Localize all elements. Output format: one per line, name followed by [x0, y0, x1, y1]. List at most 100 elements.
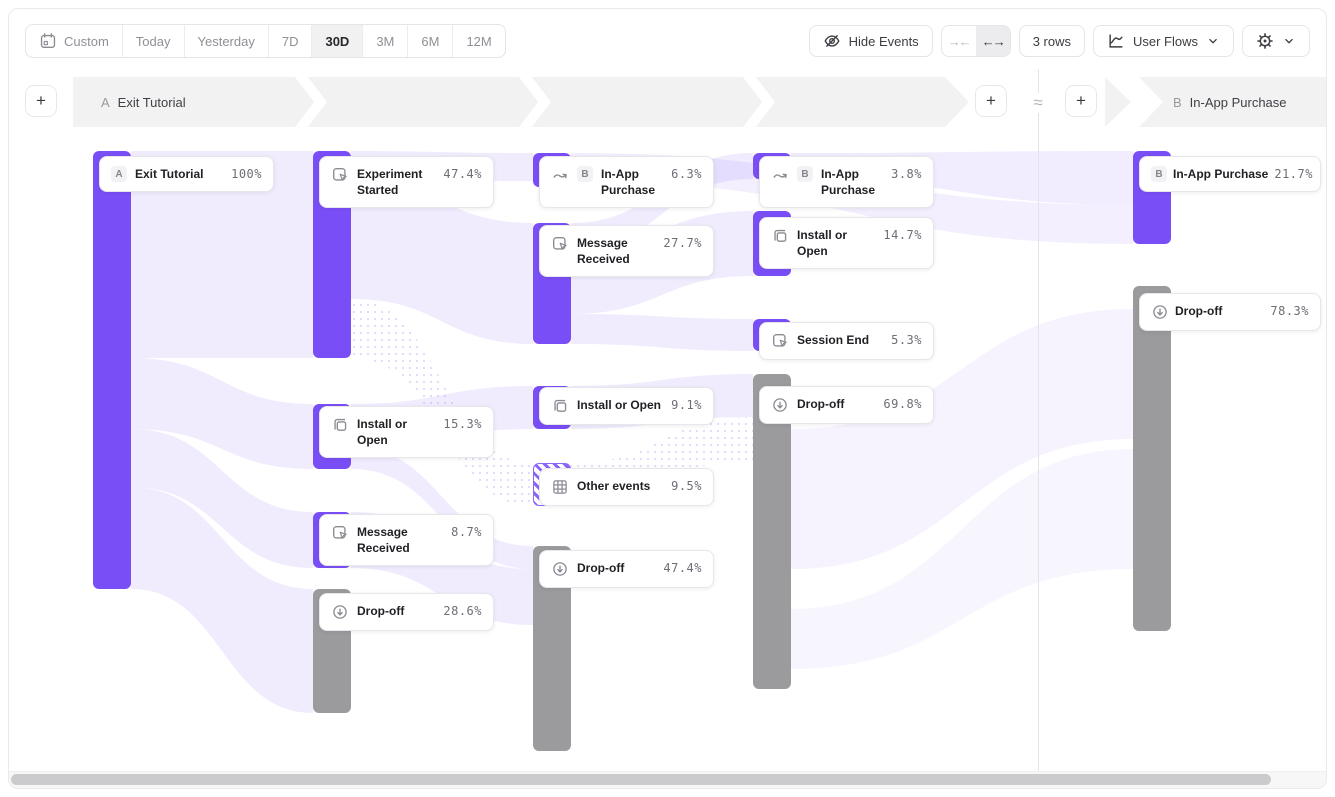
node-install-or-open-s4[interactable]: Install or Open 14.7%	[759, 217, 934, 269]
node-value: 8.7%	[451, 525, 482, 539]
copy-icon	[551, 397, 569, 415]
node-value: 3.8%	[891, 167, 922, 181]
date-range-custom[interactable]: Custom	[26, 25, 123, 57]
node-label: In-App Purchase	[1173, 167, 1269, 181]
node-value: 78.3%	[1270, 304, 1309, 318]
drop-off-icon	[551, 560, 569, 578]
node-message-received-s3[interactable]: Message Received 27.7%	[539, 225, 714, 277]
date-range-picker: Custom Today Yesterday 7D 30D 3M 6M 12M	[25, 24, 506, 58]
gear-icon	[1256, 32, 1274, 50]
add-step-button-mid[interactable]: +	[975, 85, 1007, 117]
eye-off-icon	[823, 32, 841, 50]
jump-arrow-icon	[551, 166, 569, 184]
node-value: 14.7%	[883, 228, 922, 242]
copy-icon	[331, 416, 349, 434]
date-range-6m[interactable]: 6M	[408, 25, 454, 57]
node-value: 15.3%	[443, 417, 482, 431]
bar-exit-tutorial[interactable]	[93, 151, 131, 589]
bar-drop-off-b[interactable]	[1133, 286, 1171, 631]
node-drop-off-s3[interactable]: Drop-off 47.4%	[539, 550, 714, 588]
flow-a-title: Exit Tutorial	[117, 94, 186, 110]
add-step-button-right[interactable]: +	[1065, 85, 1097, 117]
node-value: 9.1%	[671, 398, 702, 412]
cursor-click-icon	[771, 332, 789, 350]
date-range-12m[interactable]: 12M	[466, 33, 492, 49]
node-value: 100%	[231, 167, 262, 181]
node-message-received-s2[interactable]: Message Received 8.7%	[319, 514, 494, 566]
chevron-down-icon	[1282, 34, 1296, 48]
rows-button[interactable]: 3 rows	[1018, 25, 1085, 57]
node-value: 21.7%	[1274, 167, 1313, 181]
bar-drop-off-s4[interactable]	[753, 374, 791, 689]
node-value: 47.4%	[663, 561, 702, 575]
horizontal-scrollbar-thumb[interactable]	[11, 774, 1271, 785]
date-range-7d[interactable]: 7D	[269, 25, 313, 57]
view-selector-button[interactable]: User Flows	[1092, 25, 1234, 57]
node-other-events-s3[interactable]: Other events 9.5%	[539, 468, 714, 506]
node-label: Message Received	[357, 525, 410, 555]
copy-icon	[771, 227, 789, 245]
node-label: Drop-off	[797, 397, 845, 411]
node-install-or-open-s2[interactable]: Install or Open 15.3%	[319, 406, 494, 458]
series-b-badge: B	[1151, 166, 1167, 182]
node-drop-off-b[interactable]: Drop-off 78.3%	[1139, 293, 1321, 331]
node-drop-off-s2[interactable]: Drop-off 28.6%	[319, 593, 494, 631]
node-in-app-purchase-s4[interactable]: B In-App Purchase 3.8%	[759, 156, 934, 208]
node-label: In-App Purchase	[821, 167, 876, 197]
hide-events-button[interactable]: Hide Events	[808, 25, 933, 57]
chevron-down-icon	[1206, 34, 1220, 48]
flow-a-header-band: A Exit Tutorial	[73, 77, 969, 127]
cursor-click-icon	[331, 524, 349, 542]
horizontal-scrollbar-track	[9, 771, 1326, 788]
node-experiment-started[interactable]: Experiment Started 47.4%	[319, 156, 494, 208]
node-label: Experiment Started	[357, 167, 423, 197]
toolbar: Custom Today Yesterday 7D 30D 3M 6M 12M …	[25, 24, 1310, 58]
jump-arrow-icon	[771, 166, 789, 184]
add-step-button-left[interactable]: +	[25, 85, 57, 117]
flow-b-letter: B	[1173, 94, 1182, 110]
date-range-today[interactable]: Today	[123, 25, 185, 57]
chart-card: Custom Today Yesterday 7D 30D 3M 6M 12M …	[8, 8, 1327, 789]
node-label: Session End	[797, 333, 870, 347]
drop-off-icon	[331, 603, 349, 621]
step-chevron	[743, 77, 775, 127]
flows-chart-icon	[1107, 32, 1125, 50]
arrows-collapse-icon: →←	[947, 33, 972, 49]
node-exit-tutorial[interactable]: A Exit Tutorial 100%	[99, 156, 274, 192]
toolbar-right: Hide Events →← ←→ 3 rows User Flows	[808, 25, 1310, 57]
node-label: Install or Open	[797, 228, 848, 258]
date-range-yesterday[interactable]: Yesterday	[185, 25, 269, 57]
node-value: 5.3%	[891, 333, 922, 347]
collapse-columns-button[interactable]: →←	[942, 26, 976, 56]
node-value: 69.8%	[883, 397, 922, 411]
node-value: 27.7%	[663, 236, 702, 250]
date-range-label: Custom	[64, 33, 109, 49]
node-in-app-purchase-s3[interactable]: B In-App Purchase 6.3%	[539, 156, 714, 208]
series-b-badge: B	[797, 166, 813, 182]
node-session-end-s4[interactable]: Session End 5.3%	[759, 322, 934, 360]
node-label: Install or Open	[577, 398, 662, 412]
node-label: Other events	[577, 479, 651, 493]
step-chevron	[519, 77, 551, 127]
node-drop-off-s4[interactable]: Drop-off 69.8%	[759, 386, 934, 424]
drop-off-icon	[1151, 303, 1169, 321]
date-range-30d-selected[interactable]: 30D	[312, 25, 364, 57]
calendar-icon	[39, 32, 57, 50]
date-range-3m[interactable]: 3M	[363, 25, 409, 57]
node-in-app-purchase-b[interactable]: B In-App Purchase 21.7%	[1139, 156, 1321, 192]
node-label: Exit Tutorial	[135, 167, 204, 181]
node-label: Message Received	[577, 236, 630, 266]
expand-columns-button[interactable]: ←→	[975, 26, 1010, 56]
flow-b-band-tip	[1105, 77, 1131, 127]
node-value: 9.5%	[671, 479, 702, 493]
node-value: 47.4%	[443, 167, 482, 181]
node-install-or-open-s3[interactable]: Install or Open 9.1%	[539, 387, 714, 425]
flow-b-header-band: B In-App Purchase	[1139, 77, 1326, 127]
drop-off-icon	[771, 396, 789, 414]
step-chevron	[295, 77, 327, 127]
width-toggle: →← ←→	[940, 25, 1011, 57]
settings-menu-button[interactable]	[1242, 25, 1310, 57]
arrows-expand-icon: ←→	[981, 33, 1006, 49]
node-value: 6.3%	[671, 167, 702, 181]
